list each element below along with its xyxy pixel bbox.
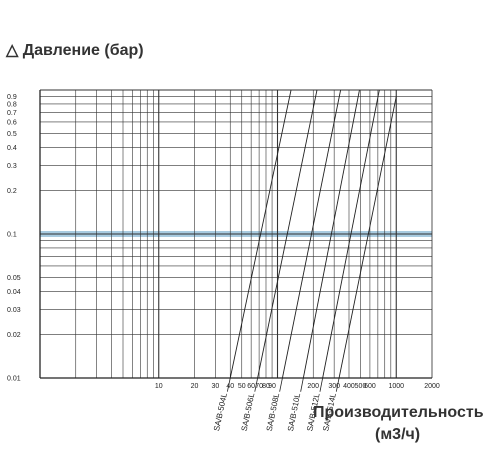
x-tick-label: 90 [268,383,276,390]
series-label: SA/B-506L [240,392,257,432]
series-line [257,89,318,379]
x-tick-label: 600 [364,383,376,390]
x-axis-title: Производительность [313,404,484,421]
series-leader [335,377,340,392]
y-tick-label: 0.05 [7,275,21,282]
series-line [281,89,342,379]
y-tick-label: 0.4 [7,145,17,152]
x-tick-label: 400 [343,383,355,390]
y-tick-label: 0.02 [7,332,21,339]
y-tick-label: 0.7 [7,110,17,117]
x-tick-label: 30 [212,383,220,390]
y-tick-label: 0.5 [7,131,17,138]
y-tick-label: 0.8 [7,101,17,108]
series-line [338,96,397,379]
y-tick-label: 0.03 [7,307,21,314]
y-tick-label: 0.04 [7,289,21,296]
x-tick-label: 70 [255,383,263,390]
series-leader [319,377,324,392]
y-tick-label: 0.01 [7,376,21,383]
y-tick-label: 0.6 [7,119,17,126]
y-tick-label: 0.2 [7,188,17,195]
x-axis-unit: (м3/ч) [375,426,421,443]
series-line [229,89,292,379]
series-line [302,89,360,379]
x-tick-label: 2000 [424,383,440,390]
x-tick-label: 20 [191,383,199,390]
x-tick-label: 50 [238,383,246,390]
y-tick-label: 0.9 [7,94,17,101]
series-label: SA/B-508L [265,392,282,432]
x-tick-label: 500 [355,383,367,390]
series-label: SA/B-504L [212,392,229,432]
y-tick-label: 0.1 [7,232,17,239]
series-leader [254,377,259,392]
series-label: SA/B-510L [286,392,302,432]
series-leader [226,377,231,392]
series-line [322,89,380,379]
series-leader [279,377,283,392]
x-tick-label: 200 [307,383,319,390]
x-tick-label: 80 [262,383,270,390]
y-tick-label: 0.3 [7,163,17,170]
x-tick-label: 40 [226,383,234,390]
x-tick-label: 300 [328,383,340,390]
x-tick-label: 10 [155,383,163,390]
series-leader [300,377,304,392]
x-tick-label: 1000 [388,383,404,390]
y-axis-title: △ Давление (бар) [6,42,144,59]
x-tick-label: 60 [247,383,255,390]
